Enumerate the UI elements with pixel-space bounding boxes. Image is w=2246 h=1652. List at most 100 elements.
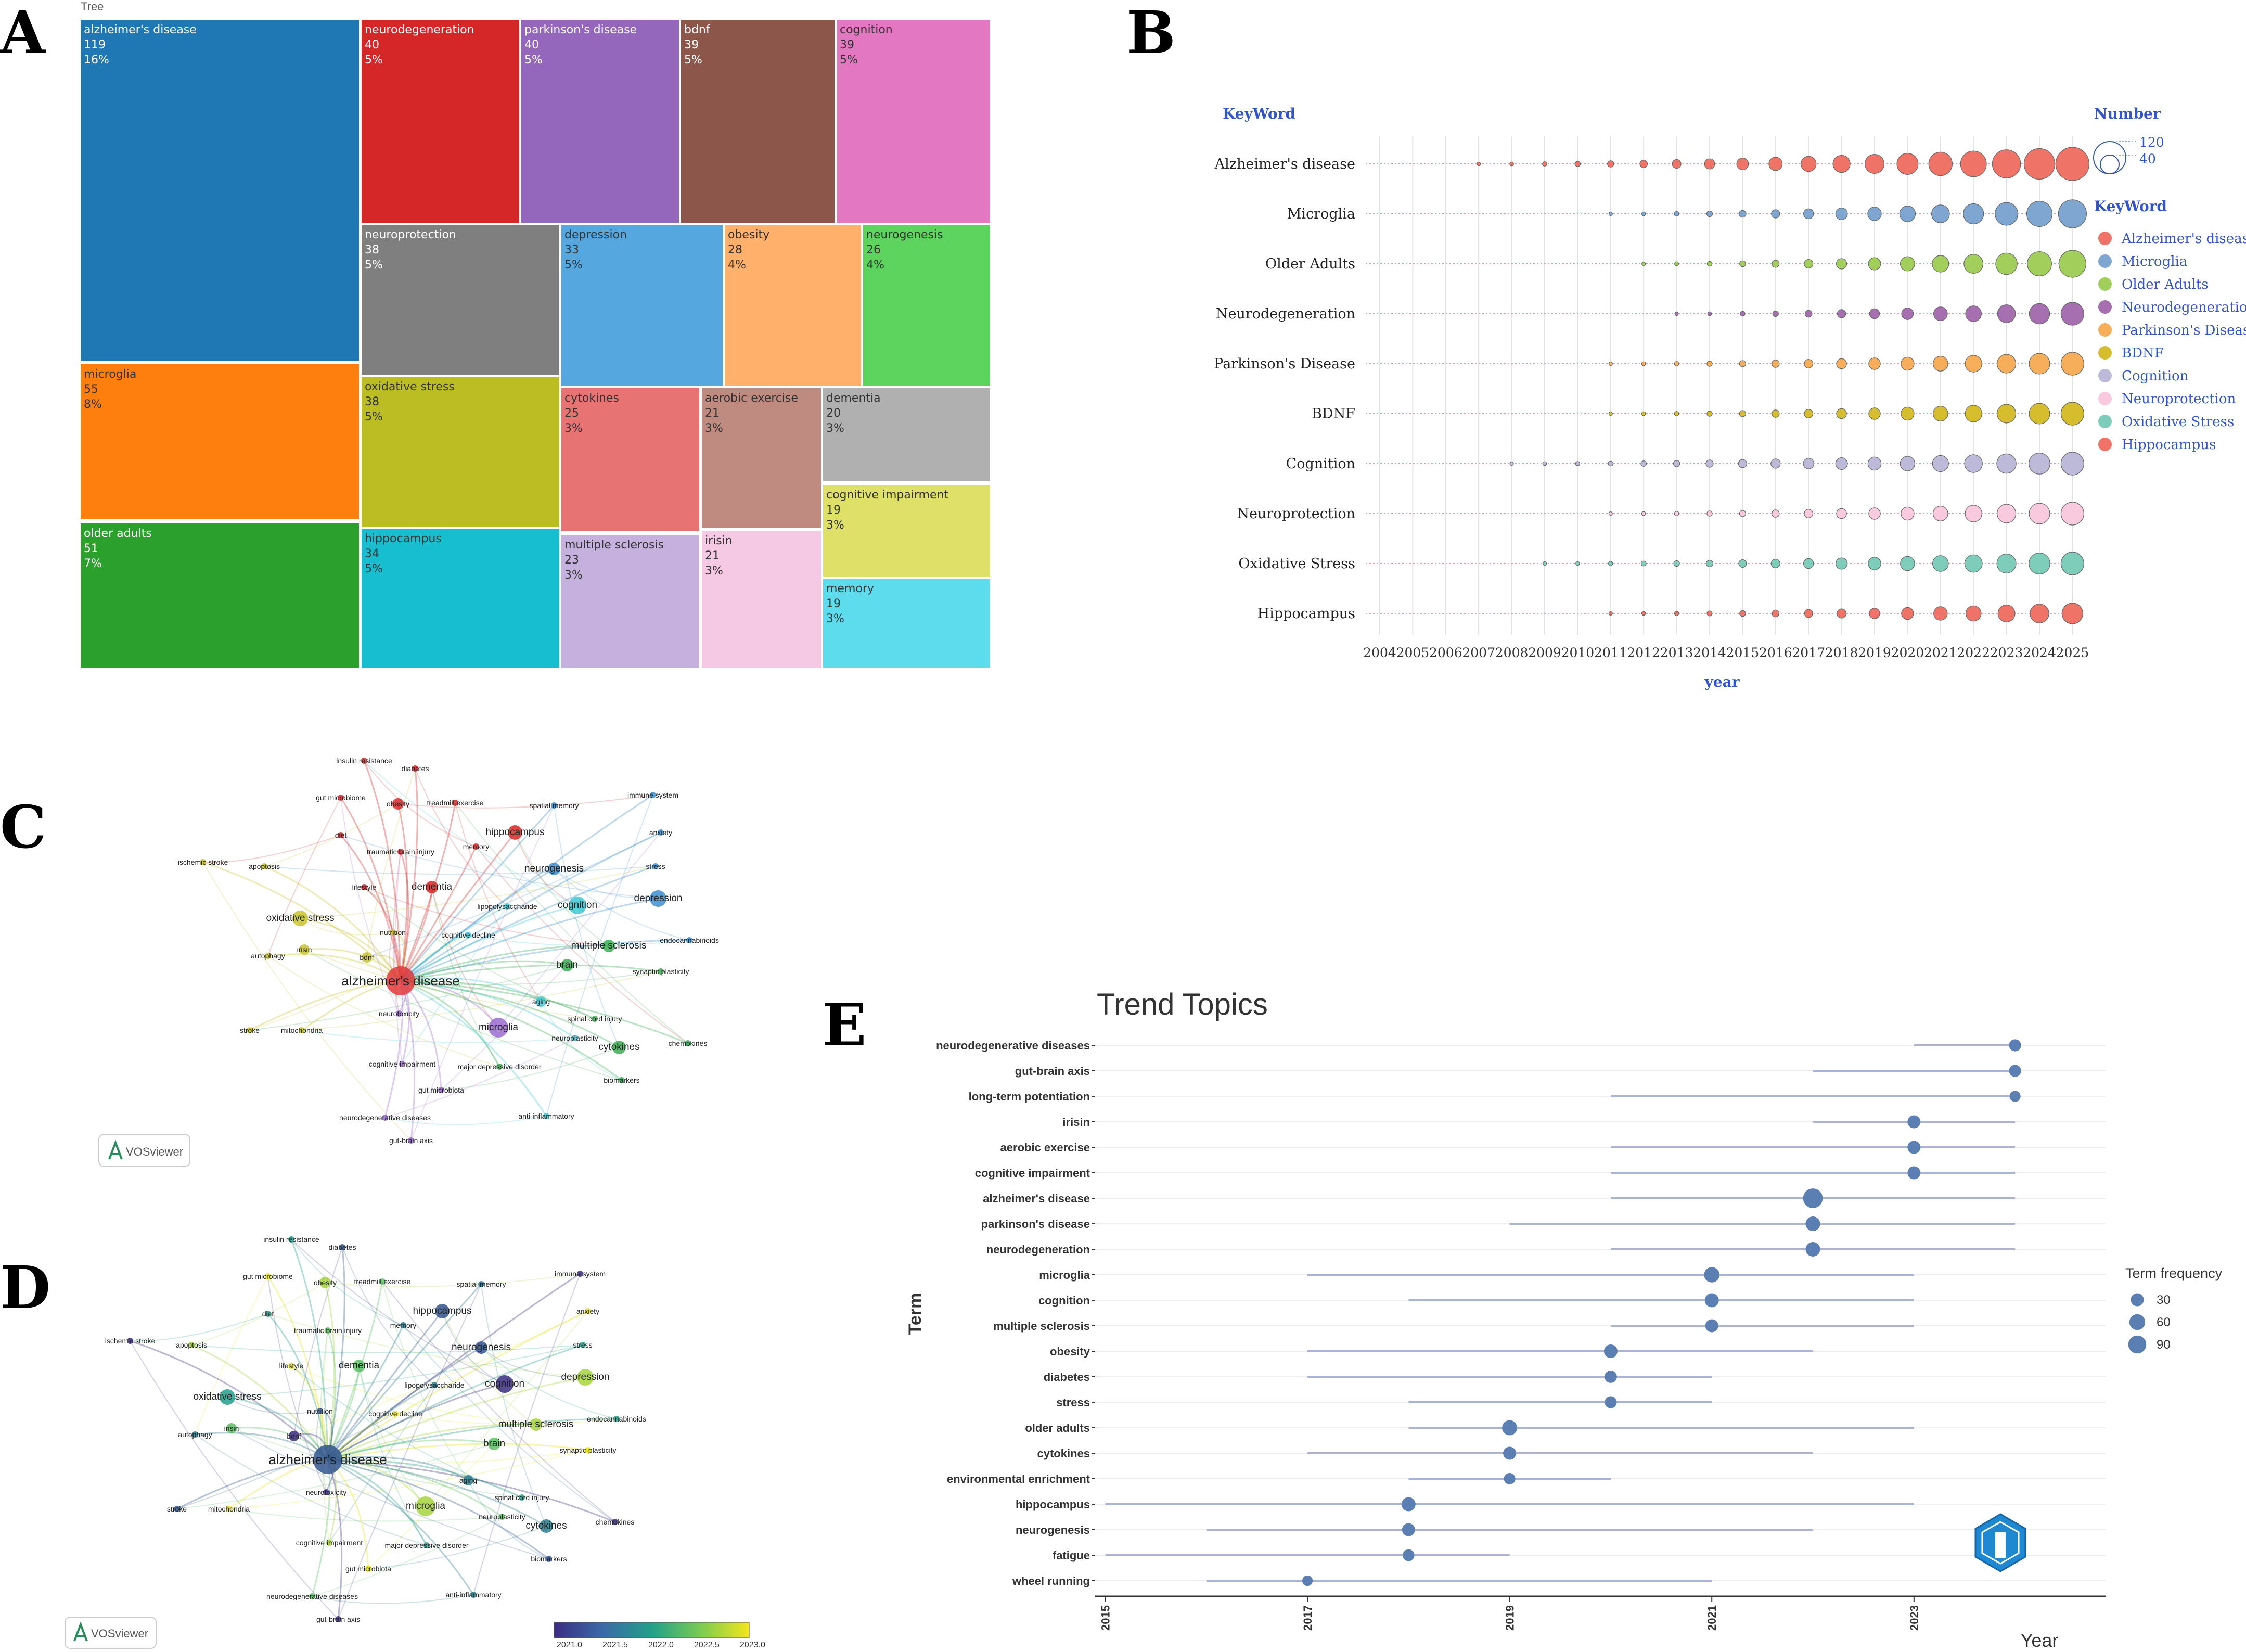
network-edge <box>316 1411 328 1460</box>
network-node-anti-inflammatory: anti-inflammatory <box>518 1112 574 1120</box>
bubble-point <box>1931 204 1950 223</box>
node-label: endocannabinoids <box>660 936 719 944</box>
treemap-label: 20 <box>826 407 841 420</box>
node-circle <box>127 1338 133 1344</box>
treemap-rect <box>521 20 679 223</box>
trend-row-hippocampus: hippocampus <box>1016 1497 1914 1512</box>
network-node-nutrition: nutrition <box>380 928 406 937</box>
network-node-traumatic-brain-injury: traumatic brain injury <box>294 1326 362 1335</box>
legend-label: Neuroprotection <box>2122 391 2236 407</box>
bubble-point <box>1835 208 1848 220</box>
treemap-label: depression <box>564 228 627 241</box>
node-label: stress <box>646 862 665 870</box>
keyword-label: Hippocampus <box>1257 606 1355 622</box>
frequency-legend-30: 30 <box>2131 1293 2171 1307</box>
treemap-label: neuroprotection <box>365 228 456 241</box>
legend-size-label: 90 <box>2157 1338 2171 1352</box>
color-legend-item-neurodegeneration: Neurodegeneration <box>2098 300 2246 315</box>
treemap-label: 51 <box>84 542 98 555</box>
legend-size-circle <box>2131 1293 2144 1307</box>
treemap-cell-microglia: microglia 55 8% <box>81 364 359 519</box>
bubble-point <box>2026 201 2053 227</box>
trend-row-obesity: obesity <box>1050 1344 1813 1358</box>
bubble-point <box>1900 456 1916 471</box>
network-edge <box>293 1311 588 1437</box>
year-tick-2023: 2023 <box>1990 645 2023 660</box>
node-label: irisin <box>224 1424 239 1432</box>
color-legend-item-neuroprotection: Neuroprotection <box>2098 391 2236 407</box>
network-node-hippocampus: hippocampus <box>485 825 545 840</box>
node-label: oxidative stress <box>266 913 335 924</box>
node-label: bdnf <box>360 953 374 962</box>
treemap-label: hippocampus <box>365 532 442 545</box>
bubble-row-microglia: Microglia <box>1287 199 2087 228</box>
treemap-label: microglia <box>84 368 136 381</box>
node-label: autophagy <box>178 1430 212 1439</box>
keyword-axis-title: KeyWord <box>1223 105 1295 122</box>
network-edge <box>291 1239 404 1326</box>
network-edge <box>329 1385 435 1543</box>
bubble-point <box>2060 452 2084 476</box>
network-edge <box>202 861 402 982</box>
term-label: stress <box>1056 1396 1090 1409</box>
network-node-apoptosis: apoptosis <box>249 862 280 870</box>
network-edge <box>400 939 690 982</box>
treemap-cell-alzheimer-s-disease: alzheimer's disease 119 16% <box>81 20 359 361</box>
network-edge <box>327 1459 337 1543</box>
bubble-point <box>1641 611 1646 616</box>
network-node-oxidative-stress: oxidative stress <box>266 911 335 926</box>
network-edge <box>290 1239 329 1460</box>
network-edge <box>515 832 609 946</box>
network-edge <box>231 1428 522 1498</box>
trend-title: Trend Topics <box>1097 988 1268 1021</box>
node-label: treadmill exercise <box>427 799 484 807</box>
color-legend-item-alzheimer-s-disease: Alzheimer's disease <box>2098 231 2246 247</box>
node-circle <box>473 843 479 850</box>
network-edge <box>366 832 661 958</box>
node-circle <box>265 1311 271 1317</box>
vosviewer-badge-d: VOSviewer <box>65 1617 157 1649</box>
network-node-spatial-memory: spatial memory <box>457 1280 506 1288</box>
network-edge <box>291 1365 536 1425</box>
colorbar-tick-2021-0: 2021.0 <box>557 1641 582 1649</box>
network-edge <box>130 1340 339 1620</box>
node-label: diabetes <box>329 1243 356 1251</box>
network-node-neurodegenerative-diseases: neurodegenerative diseases <box>339 1113 431 1122</box>
node-circle <box>339 1244 345 1250</box>
network-edge <box>400 980 620 1048</box>
bubble-point <box>1706 610 1713 617</box>
network-edge <box>195 1432 328 1461</box>
legend-label: BDNF <box>2122 345 2164 361</box>
bubble-point <box>1739 510 1746 517</box>
node-circle <box>546 1556 552 1562</box>
node-label: anti-inflammatory <box>445 1591 501 1599</box>
network-edge <box>312 1594 474 1604</box>
network-edge <box>176 1458 328 1510</box>
network-edge <box>327 1344 583 1461</box>
network-edge <box>338 1284 482 1620</box>
term-median-point <box>1503 1446 1517 1460</box>
network-node-cognitive-impairment: cognitive impairment <box>369 1060 435 1068</box>
network-edge <box>301 971 661 1031</box>
network-node-depression: depression <box>561 1369 609 1386</box>
color-legend-item-bdnf: BDNF <box>2098 345 2164 361</box>
legend-swatch <box>2098 392 2112 405</box>
node-label: diabetes <box>402 764 429 773</box>
color-legend-item-oxidative-stress: Oxidative Stress <box>2098 414 2234 430</box>
trend-row-aerobic-exercise: aerobic exercise <box>1000 1141 2016 1154</box>
treemap-label: parkinson's disease <box>524 23 637 36</box>
node-circle <box>572 1035 578 1041</box>
network-edge <box>327 1439 495 1461</box>
network-node-ischemic-stroke: ischemic stroke <box>178 858 228 866</box>
network-edge <box>267 1313 329 1460</box>
bubble-point <box>1542 561 1547 566</box>
network-node-endocannabinoids: endocannabinoids <box>587 1415 646 1423</box>
colorbar-tick-2021-5: 2021.5 <box>602 1641 628 1649</box>
node-label: lifestyle <box>279 1362 304 1370</box>
network-edge <box>264 866 656 875</box>
network-edge <box>364 760 477 847</box>
treemap-cell-irisin: irisin 21 3% <box>702 531 821 668</box>
bubble-point <box>1836 408 1847 419</box>
node-label: immune system <box>627 791 678 799</box>
